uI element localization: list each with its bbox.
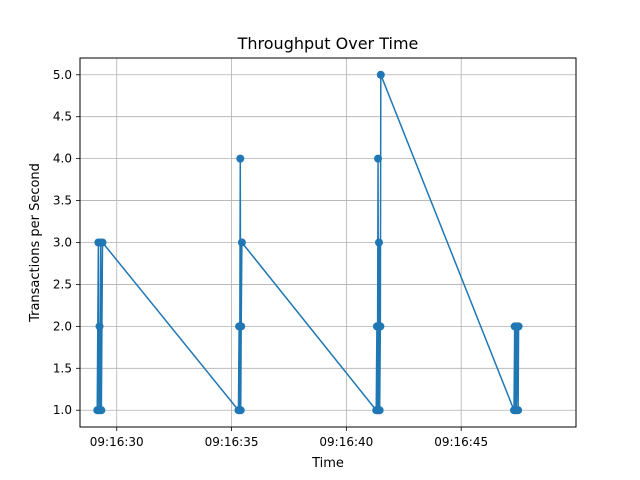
series-0-point-7 <box>98 238 107 247</box>
y-tick-label-5: 3.5 <box>53 194 72 208</box>
series-0-point-18 <box>374 154 383 163</box>
chart-title: Throughput Over Time <box>237 34 419 53</box>
series-0-point-12 <box>236 406 245 415</box>
y-tick-label-2: 2.0 <box>53 319 72 333</box>
x-tick-label-3: 09:16:45 <box>434 435 488 449</box>
x-tick-label-0: 09:16:30 <box>90 435 144 449</box>
y-tick-label-7: 4.5 <box>53 110 72 124</box>
y-tick-label-6: 4.0 <box>53 152 72 166</box>
y-tick-label-1: 1.5 <box>53 361 72 375</box>
axis-ticks: 09:16:30 09:16:35 09:16:40 09:16:45 1.0 1.5 2.… <box>53 68 488 449</box>
series-0-point-3 <box>95 322 104 331</box>
x-axis-label: Time <box>311 456 344 471</box>
y-tick-label-8: 5.0 <box>53 68 72 82</box>
y-tick-label-3: 2.5 <box>53 277 72 291</box>
y-tick-label-4: 3.0 <box>53 236 72 250</box>
series-line-0 <box>96 74 520 411</box>
grid-lines <box>80 58 576 427</box>
series-layer <box>93 70 523 415</box>
series-0-point-6 <box>97 406 106 415</box>
series-0-point-11 <box>236 154 245 163</box>
y-tick-label-0: 1.0 <box>53 403 72 417</box>
series-0-point-13 <box>237 322 246 331</box>
y-axis-label: Transactions per Second <box>28 163 43 323</box>
series-0-point-30 <box>514 406 523 415</box>
series-0-point-22 <box>376 322 385 331</box>
x-tick-label-2: 09:16:40 <box>319 435 373 449</box>
series-0-point-23 <box>376 70 385 79</box>
x-tick-label-1: 09:16:35 <box>205 435 259 449</box>
series-0-point-31 <box>514 322 523 331</box>
series-0-point-21 <box>375 406 384 415</box>
series-0-point-20 <box>374 238 383 247</box>
series-0-point-14 <box>237 238 246 247</box>
